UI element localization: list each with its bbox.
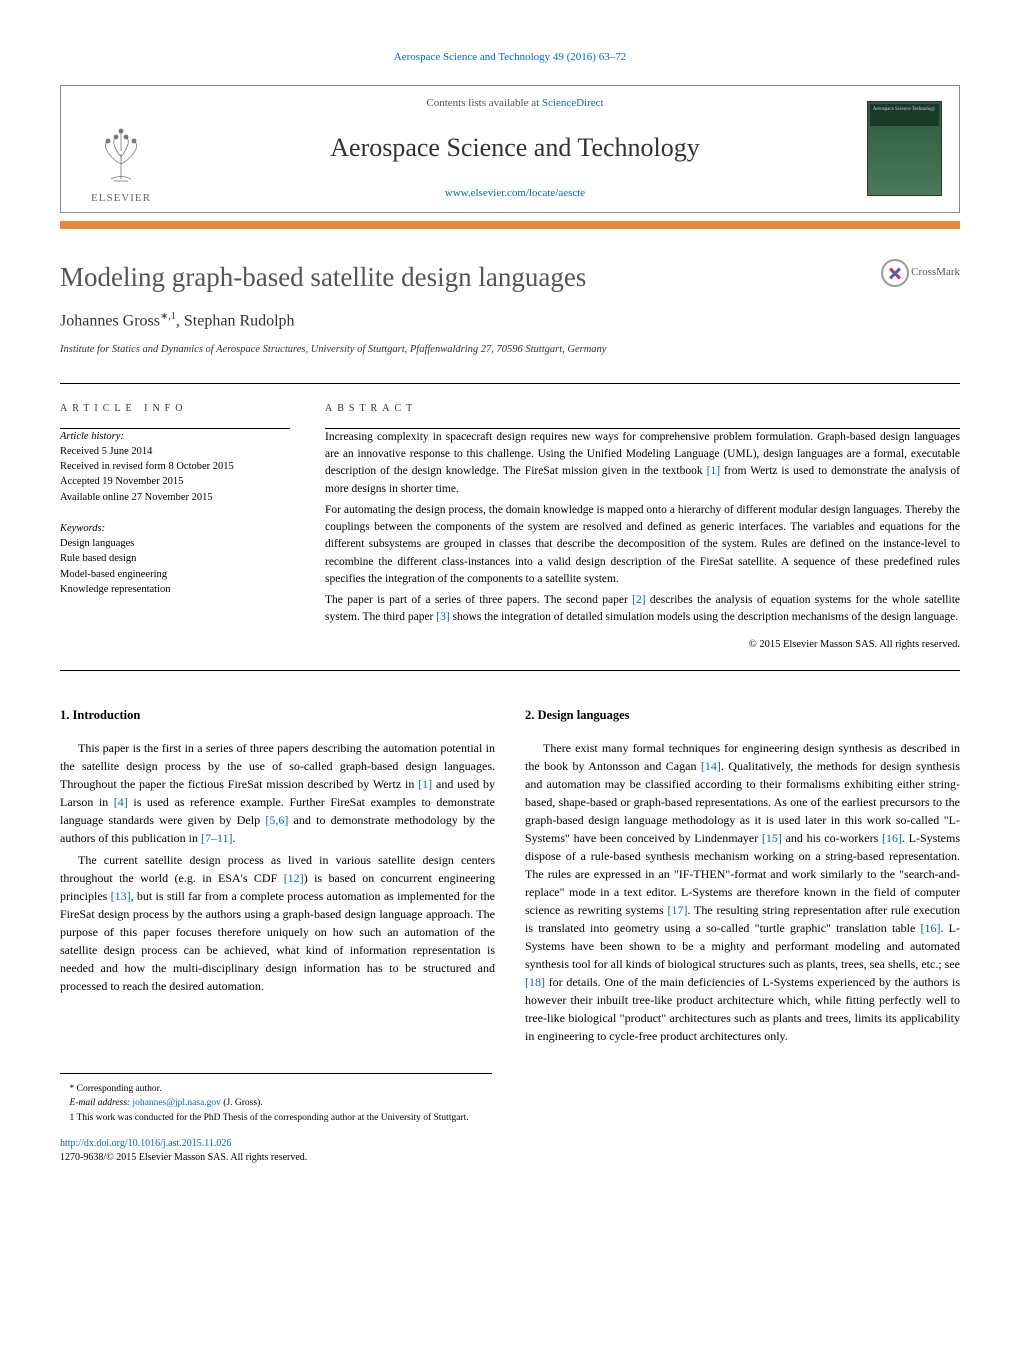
ref-link-711[interactable]: [7–11] bbox=[201, 831, 233, 845]
affiliation: Institute for Statics and Dynamics of Ae… bbox=[60, 343, 960, 358]
author-email-link[interactable]: johannes@jpl.nasa.gov bbox=[132, 1098, 220, 1108]
publisher-logo-block: ELSEVIER bbox=[61, 86, 181, 211]
sec1-p2: The current satellite design process as … bbox=[60, 851, 495, 995]
journal-cover-block: Aerospace Science Technology bbox=[849, 86, 959, 211]
email-suffix: (J. Gross). bbox=[221, 1098, 263, 1108]
journal-cover-text: Aerospace Science Technology bbox=[870, 104, 939, 126]
history-revised: Received in revised form 8 October 2015 bbox=[60, 459, 290, 474]
sec1-p1: This paper is the first in a series of t… bbox=[60, 739, 495, 847]
ref-link-18[interactable]: [18] bbox=[525, 975, 545, 989]
footnote-1: 1 This work was conducted for the PhD Th… bbox=[60, 1111, 492, 1125]
abstract-label: ABSTRACT bbox=[325, 402, 960, 416]
history-online: Available online 27 November 2015 bbox=[60, 490, 290, 505]
crossmark-badge[interactable]: CrossMark bbox=[881, 259, 960, 287]
sec1-p2c: , but is still far from a complete proce… bbox=[60, 889, 495, 993]
footnote-email: E-mail address: johannes@jpl.nasa.gov (J… bbox=[60, 1096, 492, 1110]
accent-divider-bar bbox=[60, 221, 960, 229]
ref-link-15[interactable]: [15] bbox=[762, 831, 782, 845]
ref-link-16[interactable]: [16] bbox=[882, 831, 902, 845]
sciencedirect-link[interactable]: ScienceDirect bbox=[542, 97, 604, 109]
publisher-name: ELSEVIER bbox=[91, 191, 151, 206]
journal-name: Aerospace Science and Technology bbox=[330, 130, 700, 166]
journal-header-box: ELSEVIER Contents lists available at Sci… bbox=[60, 85, 960, 212]
journal-citation-link[interactable]: Aerospace Science and Technology 49 (201… bbox=[394, 51, 626, 63]
journal-citation-header: Aerospace Science and Technology 49 (201… bbox=[60, 50, 960, 65]
crossmark-label: CrossMark bbox=[911, 265, 960, 280]
ref-link-13[interactable]: [13] bbox=[111, 889, 131, 903]
footnotes: * Corresponding author. E-mail address: … bbox=[60, 1073, 492, 1125]
article-info-label: ARTICLE INFO bbox=[60, 402, 290, 416]
abstract-p2: For automating the design process, the d… bbox=[325, 502, 960, 588]
footnote-corresponding: * Corresponding author. bbox=[60, 1082, 492, 1096]
abstract-p3c: shows the integration of detailed simula… bbox=[450, 611, 958, 623]
sec2-p1g: for details. One of the main deficiencie… bbox=[525, 975, 960, 1043]
abstract-p3a: The paper is part of a series of three p… bbox=[325, 594, 632, 606]
sec2-p1: There exist many formal techniques for e… bbox=[525, 739, 960, 1045]
ref-link-4[interactable]: [4] bbox=[114, 795, 128, 809]
ref-link-14[interactable]: [14] bbox=[701, 759, 721, 773]
author-2: Stephan Rudolph bbox=[184, 313, 295, 330]
email-label: E-mail address: bbox=[70, 1098, 133, 1108]
crossmark-icon bbox=[881, 259, 909, 287]
header-center: Contents lists available at ScienceDirec… bbox=[181, 86, 849, 211]
journal-homepage-link[interactable]: www.elsevier.com/locate/aescte bbox=[445, 186, 585, 201]
keyword-2: Rule based design bbox=[60, 551, 290, 566]
abstract-copyright: © 2015 Elsevier Masson SAS. All rights r… bbox=[325, 637, 960, 653]
history-accepted: Accepted 19 November 2015 bbox=[60, 474, 290, 489]
author-1-marks: ∗,1 bbox=[160, 311, 176, 322]
keyword-4: Knowledge representation bbox=[60, 582, 290, 597]
article-title: Modeling graph-based satellite design la… bbox=[60, 259, 586, 297]
abstract-text: Increasing complexity in spacecraft desi… bbox=[325, 429, 960, 653]
ref-link-16b[interactable]: [16] bbox=[920, 921, 940, 935]
journal-cover-thumbnail: Aerospace Science Technology bbox=[867, 101, 942, 196]
article-info-column: ARTICLE INFO Article history: Received 5… bbox=[60, 402, 290, 653]
sec2-p1c: and his co-workers bbox=[782, 831, 882, 845]
elsevier-tree-icon bbox=[86, 119, 156, 189]
ref-link-1[interactable]: [1] bbox=[707, 465, 720, 477]
keyword-3: Model-based engineering bbox=[60, 567, 290, 582]
abstract-column: ABSTRACT Increasing complexity in spacec… bbox=[325, 402, 960, 653]
keywords-label: Keywords: bbox=[60, 521, 290, 536]
history-label: Article history: bbox=[60, 429, 290, 444]
ref-link-17[interactable]: [17] bbox=[667, 903, 687, 917]
history-received: Received 5 June 2014 bbox=[60, 444, 290, 459]
ref-link-1b[interactable]: [1] bbox=[418, 777, 432, 791]
issn-copyright: 1270-9638/© 2015 Elsevier Masson SAS. Al… bbox=[60, 1152, 307, 1163]
authors-line: Johannes Gross∗,1, Stephan Rudolph bbox=[60, 310, 960, 333]
ref-link-3[interactable]: [3] bbox=[436, 611, 449, 623]
contents-available-line: Contents lists available at ScienceDirec… bbox=[426, 96, 603, 111]
keywords-block: Keywords: Design languages Rule based de… bbox=[60, 521, 290, 597]
author-1: Johannes Gross bbox=[60, 313, 160, 330]
section-1-title: 1. Introduction bbox=[60, 706, 495, 725]
section-2-title: 2. Design languages bbox=[525, 706, 960, 725]
ref-link-2[interactable]: [2] bbox=[632, 594, 645, 606]
contents-prefix: Contents lists available at bbox=[426, 97, 541, 109]
divider-bottom bbox=[60, 670, 960, 671]
doi-block: http://dx.doi.org/10.1016/j.ast.2015.11.… bbox=[60, 1137, 960, 1165]
sec1-p1e: . bbox=[233, 831, 236, 845]
keyword-1: Design languages bbox=[60, 536, 290, 551]
ref-link-12[interactable]: [12] bbox=[284, 871, 304, 885]
article-body: 1. Introduction This paper is the first … bbox=[60, 706, 960, 1045]
article-history: Article history: Received 5 June 2014 Re… bbox=[60, 429, 290, 505]
doi-link[interactable]: http://dx.doi.org/10.1016/j.ast.2015.11.… bbox=[60, 1138, 231, 1149]
abstract-p3: The paper is part of a series of three p… bbox=[325, 592, 960, 627]
ref-link-56[interactable]: [5,6] bbox=[265, 813, 288, 827]
abstract-p1: Increasing complexity in spacecraft desi… bbox=[325, 429, 960, 498]
